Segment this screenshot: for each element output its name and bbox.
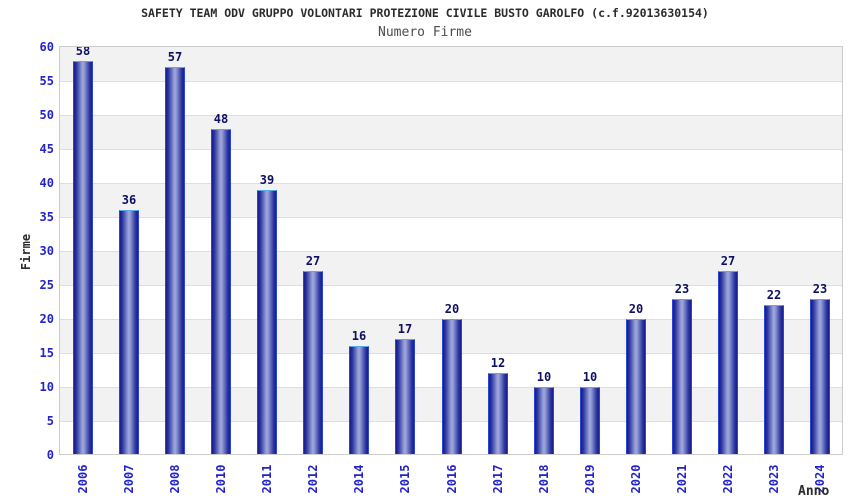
x-tick-label-2021: 2021 bbox=[675, 464, 689, 494]
y-tick-label-30: 30 bbox=[39, 244, 54, 258]
x-tick-label-2008: 2008 bbox=[168, 464, 182, 494]
y-axis-title: Firme bbox=[19, 233, 33, 271]
gridline-30 bbox=[60, 251, 843, 252]
bar-2021 bbox=[672, 299, 692, 455]
x-tick-label-2006: 2006 bbox=[76, 464, 90, 494]
x-tick-label-2014: 2014 bbox=[352, 464, 366, 494]
x-tick-label-2022: 2022 bbox=[721, 464, 735, 494]
bar-value-label-2024: 23 bbox=[812, 282, 828, 296]
x-tick-label-2016: 2016 bbox=[445, 464, 459, 494]
bar-value-label-2021: 23 bbox=[674, 282, 690, 296]
y-tick-label-5: 5 bbox=[46, 414, 54, 428]
x-tick-label-2019: 2019 bbox=[583, 464, 597, 494]
y-tick-label-20: 20 bbox=[39, 312, 54, 326]
bar-2018 bbox=[534, 387, 554, 455]
y-tick-label-45: 45 bbox=[39, 142, 54, 156]
bar-value-label-2014: 16 bbox=[351, 329, 367, 343]
y-tick-label-50: 50 bbox=[39, 108, 54, 122]
gridline-35 bbox=[60, 217, 843, 218]
bar-value-label-2008: 57 bbox=[167, 50, 183, 64]
y-tick-label-55: 55 bbox=[39, 74, 54, 88]
bar-value-label-2022: 27 bbox=[720, 254, 736, 268]
gridline-50 bbox=[60, 115, 843, 116]
y-tick-label-40: 40 bbox=[39, 176, 54, 190]
x-tick-label-2023: 2023 bbox=[767, 464, 781, 494]
y-tick-label-60: 60 bbox=[39, 40, 54, 54]
bar-value-label-2017: 12 bbox=[490, 356, 506, 370]
chart-title: SAFETY TEAM ODV GRUPPO VOLONTARI PROTEZI… bbox=[141, 6, 709, 20]
x-tick-label-2017: 2017 bbox=[491, 464, 505, 494]
bar-value-label-2019: 10 bbox=[582, 370, 598, 384]
bar-2024 bbox=[810, 299, 830, 455]
bar-value-label-2010: 48 bbox=[213, 112, 229, 126]
gridline-40 bbox=[60, 183, 843, 184]
bar-value-label-2023: 22 bbox=[766, 288, 782, 302]
bar-2020 bbox=[626, 319, 646, 455]
bar-2010 bbox=[211, 129, 231, 455]
bar-value-label-2015: 17 bbox=[397, 322, 413, 336]
bar-2016 bbox=[442, 319, 462, 455]
y-tick-label-10: 10 bbox=[39, 380, 54, 394]
bar-2015 bbox=[395, 339, 415, 455]
bar-value-label-2016: 20 bbox=[444, 302, 460, 316]
y-tick-label-25: 25 bbox=[39, 278, 54, 292]
bar-value-label-2020: 20 bbox=[628, 302, 644, 316]
gridline-55 bbox=[60, 81, 843, 82]
bar-value-label-2006: 58 bbox=[75, 44, 91, 58]
bar-2008 bbox=[165, 67, 185, 455]
bar-value-label-2012: 27 bbox=[305, 254, 321, 268]
x-tick-label-2011: 2011 bbox=[260, 464, 274, 494]
y-tick-label-0: 0 bbox=[46, 448, 54, 462]
x-tick-label-2012: 2012 bbox=[306, 464, 320, 494]
bar-2022 bbox=[718, 271, 738, 455]
bar-value-label-2011: 39 bbox=[259, 173, 275, 187]
bar-2019 bbox=[580, 387, 600, 455]
x-axis-title: Anno bbox=[798, 484, 830, 499]
plot-area: 58 36 57 48 39 27 16 17 20 12 10 10 20 23 27 22 23 bbox=[60, 44, 843, 455]
y-tick-label-35: 35 bbox=[39, 210, 54, 224]
x-tick-label-2020: 2020 bbox=[629, 464, 643, 494]
bar-2023 bbox=[764, 305, 784, 455]
x-tick-label-2015: 2015 bbox=[398, 464, 412, 494]
bar-2007 bbox=[119, 210, 139, 455]
bar-2011 bbox=[257, 190, 277, 455]
x-tick-label-2018: 2018 bbox=[537, 464, 551, 494]
bar-2012 bbox=[303, 271, 323, 455]
x-tick-label-2007: 2007 bbox=[122, 464, 136, 494]
bar-value-label-2007: 36 bbox=[121, 193, 137, 207]
chart-subtitle: Numero Firme bbox=[378, 25, 472, 40]
bar-value-label-2018: 10 bbox=[536, 370, 552, 384]
gridline-25 bbox=[60, 285, 843, 286]
bar-2014 bbox=[349, 346, 369, 455]
x-tick-label-2010: 2010 bbox=[214, 464, 228, 494]
y-tick-label-15: 15 bbox=[39, 346, 54, 360]
bar-2006 bbox=[73, 61, 93, 455]
bar-2017 bbox=[488, 373, 508, 455]
gridline-45 bbox=[60, 149, 843, 150]
